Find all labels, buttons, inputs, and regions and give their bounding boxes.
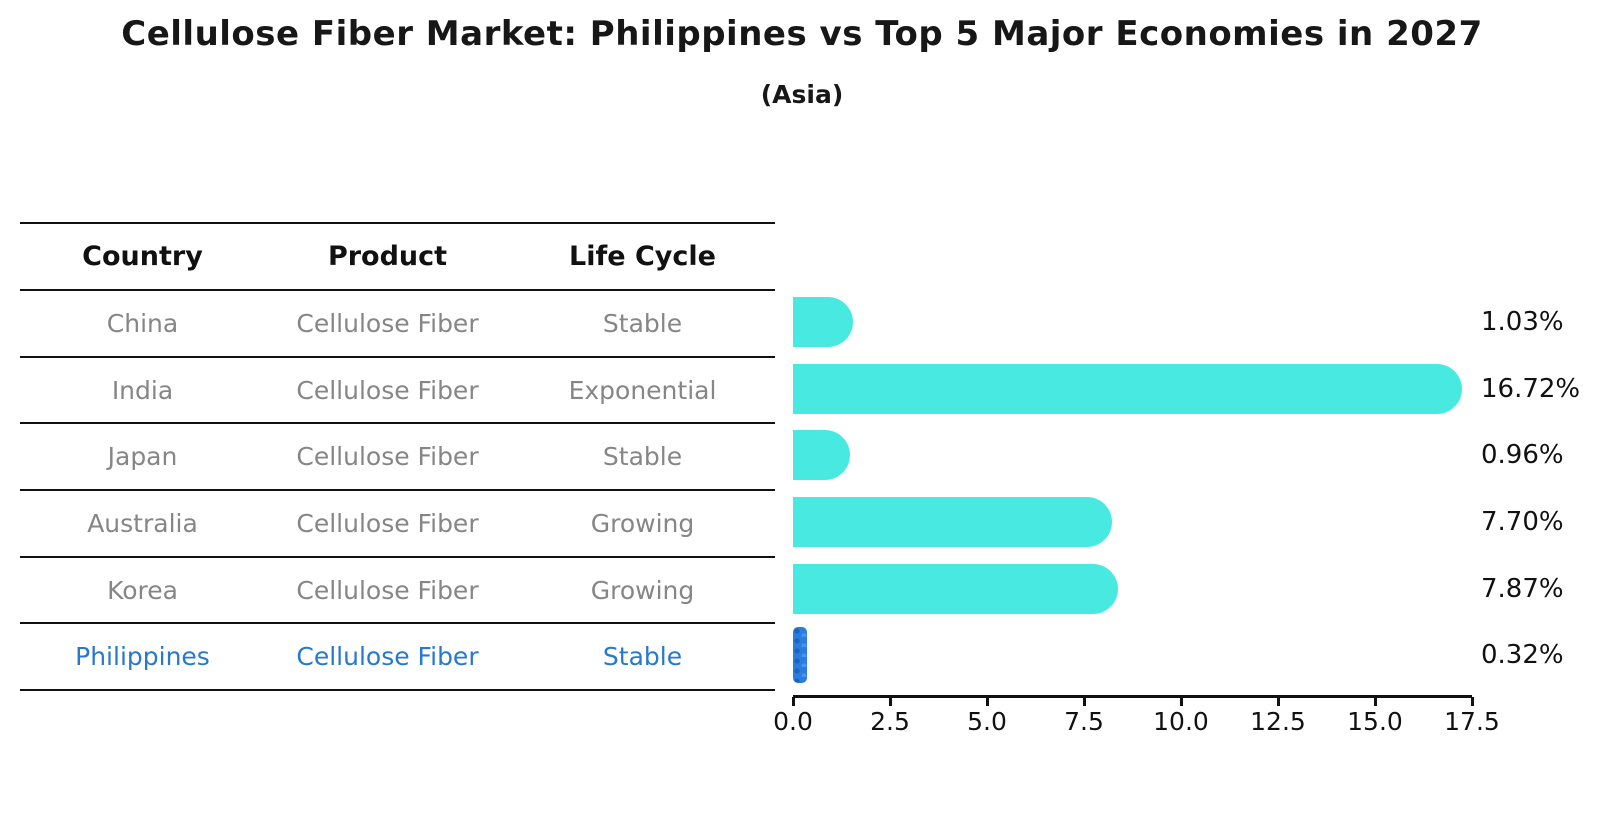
table-cell-lifecycle: Stable [602,642,683,672]
chart-subtitle: (Asia) [760,80,844,109]
table-cell-product: Cellulose Fiber [296,308,479,338]
table-cell-country: Australia [87,508,198,538]
x-axis-tick-label: 7.5 [1064,707,1104,736]
table-row: Japan Cellulose Fiber Stable [20,424,775,492]
table-cell-country: Philippines [75,642,210,672]
x-axis-tick [1083,697,1086,706]
table-cell-product: Cellulose Fiber [296,442,479,472]
value-label-australia: 7.70% [1481,507,1564,537]
x-axis-tick [1277,697,1280,706]
bar-japan [793,430,851,480]
table-cell-country: China [106,308,179,338]
table-body: China Cellulose Fiber Stable India Cellu… [20,291,775,692]
x-axis-tick-label: 15.0 [1347,707,1403,736]
table-row: Korea Cellulose Fiber Growing [20,558,775,625]
table-cell-country: Korea [107,575,178,605]
x-axis-tick-label: 2.5 [870,707,910,736]
value-label-japan: 0.96% [1481,440,1564,470]
bar-philippines [793,627,808,683]
table-header-country: Country [82,241,203,272]
table-cell-product: Cellulose Fiber [296,508,479,538]
table-cell-product: Cellulose Fiber [296,375,479,405]
table-cell-country: Japan [107,442,178,472]
x-axis-tick [1180,697,1183,706]
x-axis-tick-label: 5.0 [967,707,1007,736]
x-axis-tick [1471,697,1474,706]
bar-australia [793,497,1112,547]
bar-china [793,297,853,347]
x-axis-tick-label: 12.5 [1250,707,1306,736]
table-cell-lifecycle: Exponential [568,375,717,405]
bar-korea [793,564,1119,614]
table-cell-lifecycle: Growing [590,508,695,538]
value-label-philippines: 0.32% [1481,640,1564,670]
table-cell-product: Cellulose Fiber [296,642,479,672]
table-row: Philippines Cellulose Fiber Stable [20,624,775,692]
x-axis-tick [889,697,892,706]
table-row: Australia Cellulose Fiber Growing [20,491,775,558]
x-axis-tick [986,697,989,706]
value-label-india: 16.72% [1481,374,1581,404]
bar-india [793,364,1462,414]
chart-title: Cellulose Fiber Market: Philippines vs T… [121,14,1483,54]
table-cell-lifecycle: Stable [602,308,683,338]
table-cell-country: India [111,375,174,405]
country-table: Country Product Life Cycle China Cellulo… [20,222,775,692]
table-header-product: Product [327,241,448,272]
value-label-korea: 7.87% [1481,574,1564,604]
table-cell-lifecycle: Stable [602,442,683,472]
x-axis-tick-label: 17.5 [1444,707,1500,736]
value-label-china: 1.03% [1481,307,1564,337]
x-axis-tick-label: 0.0 [773,707,813,736]
table-row: China Cellulose Fiber Stable [20,291,775,358]
x-axis-tick [1374,697,1377,706]
table-cell-lifecycle: Growing [590,575,695,605]
table-cell-product: Cellulose Fiber [296,575,479,605]
x-axis-tick [792,697,795,706]
table-header-row: Country Product Life Cycle [20,224,775,291]
table-header-lifecycle: Life Cycle [569,241,716,272]
x-axis-line [793,695,1472,698]
table-row: India Cellulose Fiber Exponential [20,358,775,425]
x-axis-tick-label: 10.0 [1153,707,1209,736]
